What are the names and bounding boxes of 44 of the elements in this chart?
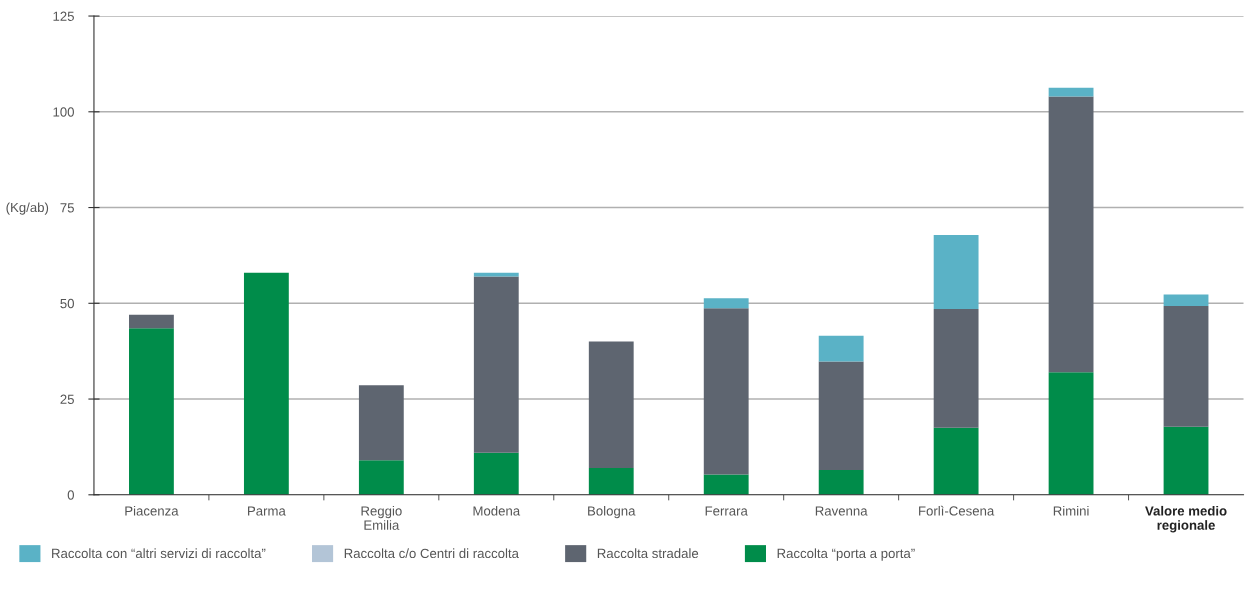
bar — [933, 427, 979, 495]
y-tick-label: 100 — [53, 107, 74, 117]
bar — [358, 460, 404, 495]
legend-label: Raccolta c/o Centri di raccolta — [344, 548, 519, 559]
bar — [473, 276, 519, 453]
bar — [129, 314, 174, 329]
x-tick-label: Valore medio regionale — [1145, 505, 1227, 533]
bar — [243, 272, 289, 495]
bar — [1163, 294, 1209, 306]
x-tick-label: Bologna — [588, 505, 636, 519]
legend-label: Raccolta stradale — [597, 548, 699, 559]
bar — [818, 335, 864, 362]
bar — [703, 298, 749, 309]
x-tick-label: Reggio Emilia — [361, 505, 402, 530]
bar — [818, 469, 864, 495]
y-tick-label: 0 — [67, 490, 74, 500]
y-tick-label: 125 — [53, 11, 74, 21]
y-axis-title: (Kg/ab) — [6, 202, 49, 215]
bar — [1163, 426, 1209, 495]
bar — [358, 385, 404, 461]
y-tick-label: 75 — [60, 203, 74, 213]
x-tick-label: Ravenna — [815, 506, 868, 516]
bar — [1163, 305, 1209, 427]
x-tick-label: Ferrara — [705, 506, 748, 516]
bar — [1048, 96, 1094, 373]
y-tick-label: 50 — [60, 298, 74, 309]
bar — [588, 467, 634, 495]
bar — [1048, 372, 1094, 495]
bar — [933, 309, 979, 428]
legend-label: Raccolta con “altri servizi di raccolta” — [52, 548, 266, 559]
y-tick-label: 25 — [60, 394, 74, 404]
bar — [703, 308, 749, 475]
x-tick-label: Rimini — [1053, 505, 1089, 516]
bar — [129, 328, 174, 495]
bar — [933, 235, 979, 310]
bar — [818, 361, 864, 470]
legend-label: Raccolta “porta a porta” — [777, 548, 915, 561]
x-tick-label: Piacenza — [125, 505, 179, 516]
x-tick-label: Modena — [473, 505, 521, 516]
bar — [703, 474, 749, 495]
bar — [588, 341, 634, 468]
bar — [473, 452, 519, 495]
x-tick-label: Parma — [248, 506, 286, 516]
x-tick-label: Forlì-Cesena — [919, 505, 995, 516]
